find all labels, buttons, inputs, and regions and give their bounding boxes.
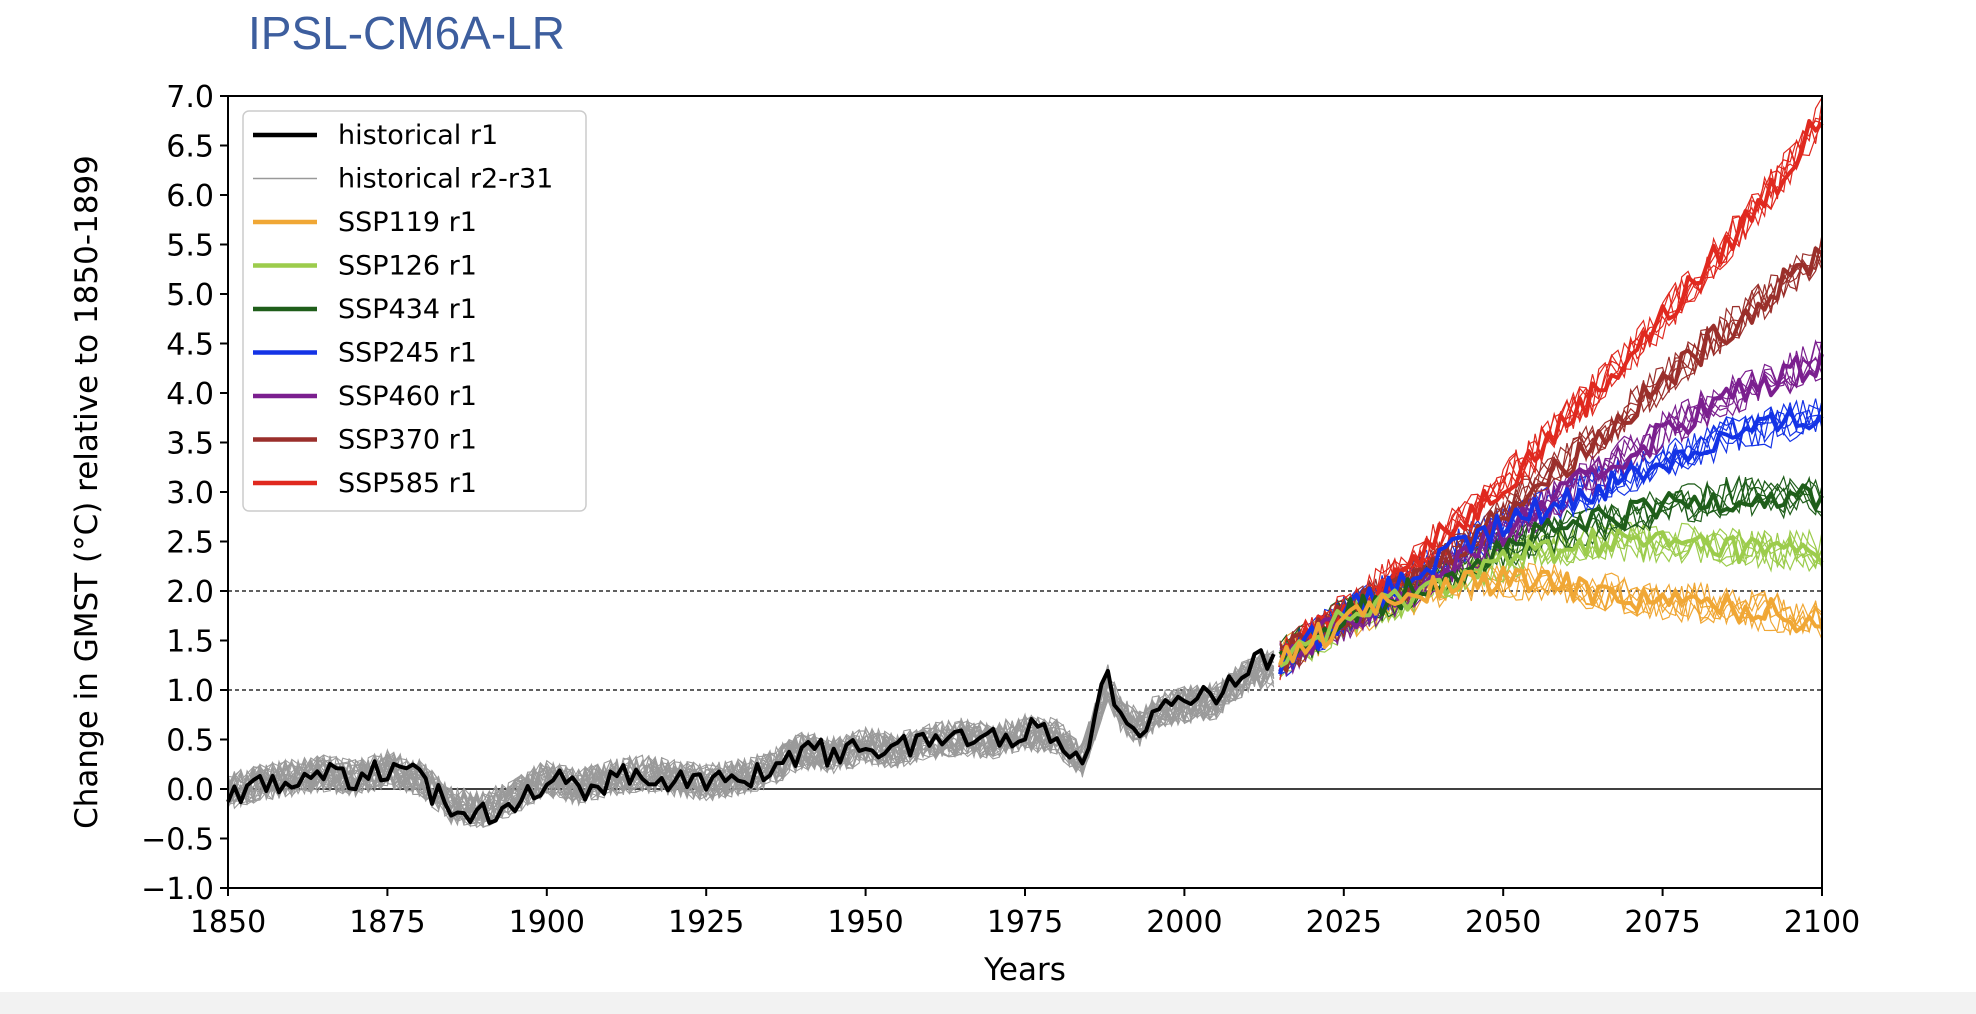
legend-label: SSP126 r1	[338, 251, 477, 282]
x-tick-label: 2100	[1784, 905, 1860, 940]
legend: historical r1 historical r2-r31 SSP119 r1 S…	[242, 110, 587, 512]
y-tick-label: 2.5	[166, 526, 214, 561]
historical-member-line	[227, 653, 1275, 823]
y-tick-label: 3.0	[166, 476, 214, 511]
legend-label: SSP585 r1	[338, 468, 477, 499]
historical-member-line	[227, 652, 1275, 829]
historical-member-line	[227, 652, 1275, 826]
historical-member-line	[227, 654, 1275, 823]
historical-member-line	[227, 650, 1275, 823]
series-line-historical-r1	[226, 648, 1276, 825]
historical-member-line	[227, 655, 1275, 825]
historical-member-line	[227, 649, 1275, 828]
y-tick-label: −0.5	[141, 823, 214, 858]
legend-box	[242, 110, 587, 512]
y-tick-label: 1.0	[166, 674, 214, 709]
historical-member-line	[227, 652, 1275, 827]
y-tick-label: 5.5	[166, 229, 214, 264]
y-tick-label: 6.0	[166, 179, 214, 214]
legend-label: SSP119 r1	[338, 207, 477, 238]
reference-lines	[228, 590, 1822, 790]
x-tick-label: 2075	[1624, 905, 1700, 940]
historical-member-line	[227, 668, 1274, 823]
historical-member-line	[227, 654, 1275, 825]
x-tick-label: 1925	[668, 905, 744, 940]
x-tick-label: 1875	[349, 905, 425, 940]
y-tick-label: 4.5	[166, 328, 214, 363]
historical-member-line	[227, 659, 1274, 822]
y-tick-label: 6.5	[166, 130, 214, 165]
legend-label: SSP434 r1	[338, 294, 477, 325]
y-tick-label: 0.0	[166, 773, 214, 808]
y-tick-label: 7.0	[166, 80, 214, 115]
x-tick-label: 1900	[509, 905, 585, 940]
x-tick-label: 1975	[987, 905, 1063, 940]
x-axis: 1850 1875 1900 1925 1950 1975 2000 2025 2050 2075…	[190, 888, 1860, 940]
scenario-member-line	[1279, 113, 1823, 653]
historical-member-line	[227, 656, 1275, 823]
y-axis: −1.0 −0.5 0.0 0.5 1.0 1.5 2.0 2.5 3.0 3.5 4.0 4.5 5.…	[141, 80, 228, 907]
window-bottom-strip	[0, 992, 1976, 1014]
historical-member-line	[227, 650, 1275, 822]
legend-label: SSP460 r1	[338, 381, 477, 412]
y-tick-label: 1.5	[166, 625, 214, 660]
scenario-member-line	[1279, 121, 1823, 663]
y-tick-label: 5.0	[166, 278, 214, 313]
historical-ensemble	[227, 649, 1275, 829]
x-tick-label: 2025	[1306, 905, 1382, 940]
y-tick-label: −1.0	[141, 872, 214, 907]
chart-title: IPSL-CM6A-LR	[248, 7, 565, 59]
y-tick-label: 4.0	[166, 377, 214, 412]
historical-member-line	[227, 657, 1275, 822]
legend-label: SSP245 r1	[338, 338, 477, 369]
historical-member-line	[227, 658, 1275, 823]
x-tick-label: 1850	[190, 905, 266, 940]
legend-label: historical r1	[338, 120, 498, 151]
y-tick-label: 0.5	[166, 724, 214, 759]
x-tick-label: 2050	[1465, 905, 1541, 940]
historical-member-line	[227, 652, 1275, 829]
x-tick-label: 1950	[827, 905, 903, 940]
x-axis-label: Years	[983, 952, 1066, 988]
historical-member-line	[227, 658, 1275, 822]
series-lines	[226, 97, 1824, 825]
legend-label: SSP370 r1	[338, 425, 477, 456]
historical-member-line	[227, 658, 1274, 820]
series-line-ssp119-r1	[1278, 565, 1823, 666]
y-tick-label: 2.0	[166, 575, 214, 610]
historical-member-line	[227, 652, 1275, 825]
series-line-ssp126-r1	[1278, 527, 1824, 669]
y-axis-label: Change in GMST (°C) relative to 1850-189…	[69, 155, 105, 829]
historical-member-line	[227, 650, 1275, 824]
y-tick-label: 3.5	[166, 427, 214, 462]
x-tick-label: 2000	[1146, 905, 1222, 940]
series-line-ssp245-r1	[1278, 407, 1824, 675]
legend-label: historical r2-r31	[338, 164, 553, 195]
